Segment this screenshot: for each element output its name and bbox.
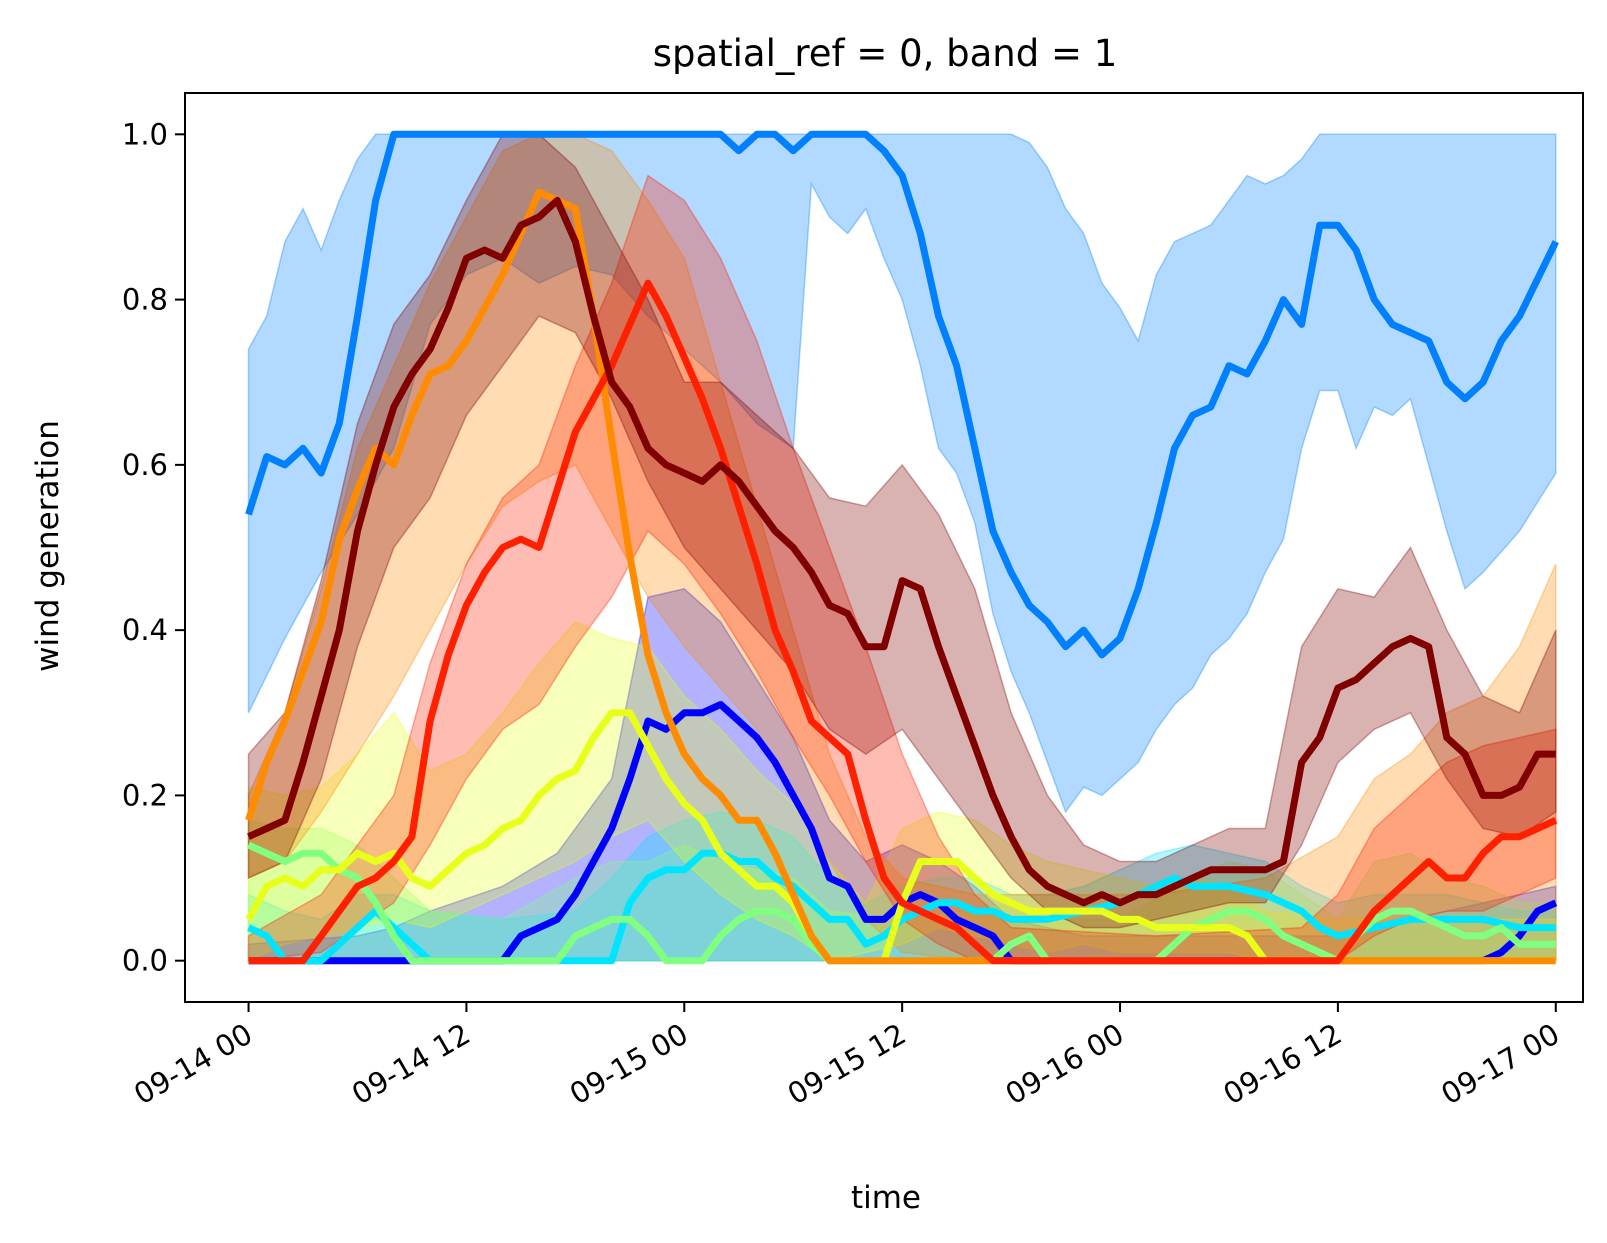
y-axis: 0.0 0.2 0.4 0.6 0.8 1.0 xyxy=(122,117,185,978)
chart-title: spatial_ref = 0, band = 1 xyxy=(653,32,1118,75)
uncertainty-band-7 xyxy=(247,174,1557,962)
plot-frame xyxy=(184,92,1584,1003)
uncertainty-band-1 xyxy=(247,587,1557,962)
line-layer xyxy=(245,130,1559,965)
series-line-5 xyxy=(245,709,1556,965)
series-line-8 xyxy=(247,196,1556,907)
series-line-6 xyxy=(245,188,1556,965)
uncertainty-band-3 xyxy=(247,811,1557,962)
y-tick-label: 0.6 xyxy=(122,448,168,482)
y-tick-label: 0.2 xyxy=(122,778,168,812)
x-axis-label: time xyxy=(851,1180,921,1216)
series-line-2 xyxy=(245,130,1559,659)
uncertainty-band-2 xyxy=(247,133,1557,814)
y-tick-label: 0.4 xyxy=(122,613,168,647)
y-tick-label: 0.8 xyxy=(122,283,168,317)
band-layer xyxy=(247,133,1557,962)
y-axis-label: wind generation xyxy=(30,420,66,672)
y-tick-label: 1.0 xyxy=(122,117,168,151)
y-tick-label: 0.0 xyxy=(122,944,168,978)
series-line-7 xyxy=(248,279,1558,965)
